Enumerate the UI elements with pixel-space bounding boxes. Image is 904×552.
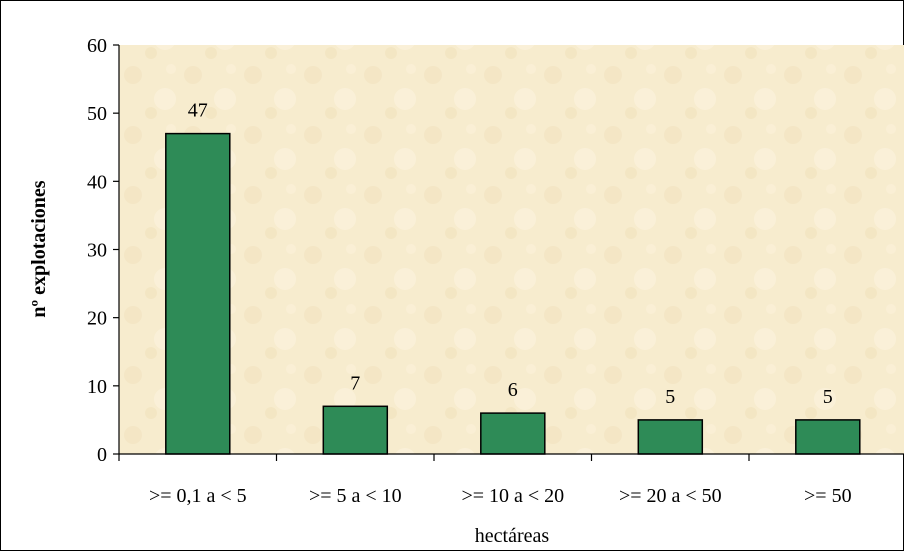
y-tick-label-30: 30 — [87, 240, 107, 262]
data-label-3: 6 — [508, 379, 518, 401]
x-tick-label-2: >= 5 a < 10 — [309, 485, 402, 507]
labels: 47 >= 0,1 a < 5 7 >= 5 a < 10 6 >= 10 a < 20 5… — [87, 35, 852, 507]
bars — [165, 132, 861, 455]
data-label-5: 5 — [823, 386, 833, 408]
y-tick-label-20: 20 — [87, 308, 107, 330]
bar-4 — [637, 419, 704, 455]
bar-1 — [165, 132, 231, 455]
plot-area — [119, 45, 904, 454]
data-label-1: 47 — [188, 100, 208, 122]
x-tick-label-4: >= 20 a < 50 — [619, 485, 722, 507]
y-tick-label-0: 0 — [97, 444, 107, 466]
x-tick-label-3: >= 10 a < 20 — [461, 485, 564, 507]
y-tick-label-40: 40 — [87, 171, 107, 193]
axes — [113, 44, 904, 461]
data-label-2: 7 — [350, 372, 360, 394]
y-tick-label-10: 10 — [87, 376, 107, 398]
x-tick-label-5: >= 50 — [804, 485, 852, 507]
bar-3 — [480, 412, 546, 455]
bar-2 — [322, 405, 389, 455]
y-axis-title: nº explotaciones — [28, 180, 50, 317]
y-tick-label-50: 50 — [87, 103, 107, 125]
x-tick-label-1: >= 0,1 a < 5 — [149, 485, 247, 507]
y-tick-label-60: 60 — [87, 35, 107, 57]
bar-5 — [795, 419, 861, 455]
x-axis-title: hectáreas — [475, 525, 550, 547]
data-label-4: 5 — [665, 386, 675, 408]
